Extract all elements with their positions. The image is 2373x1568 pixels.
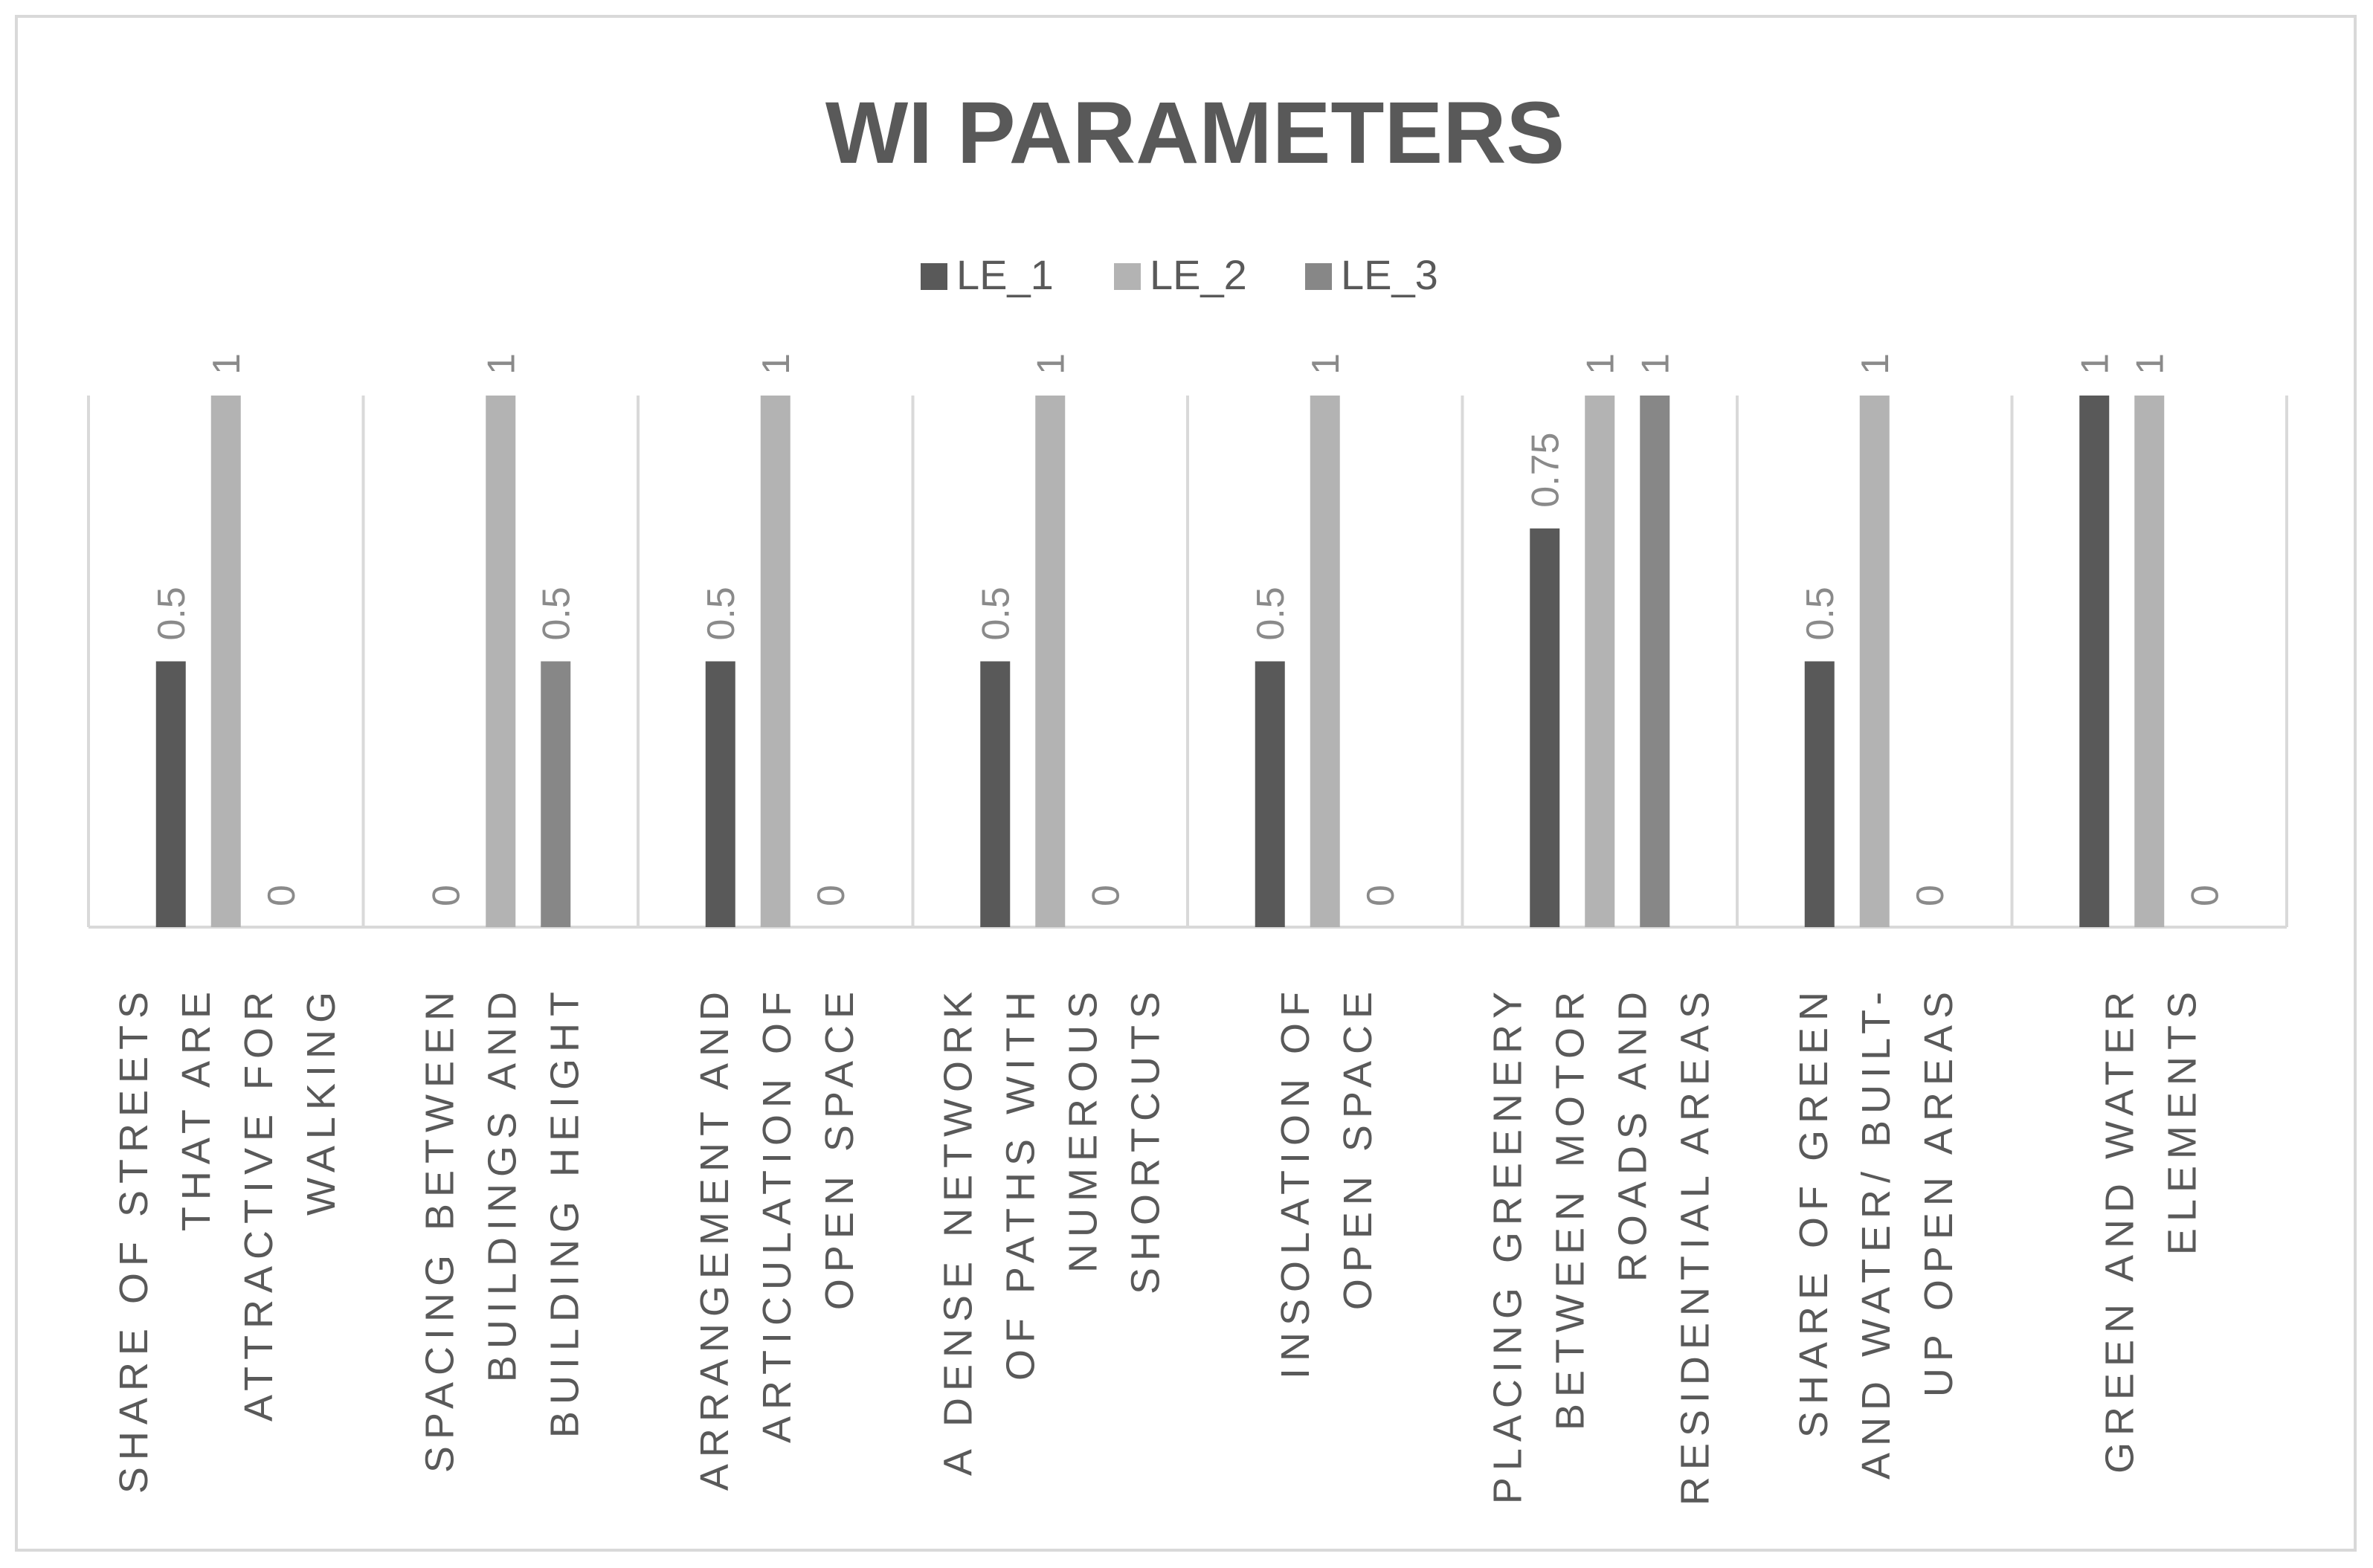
bar-le_2-5 xyxy=(1585,396,1615,927)
category-label-6: SHARE OF GREEN AND WATER/ BUILT- UP OPEN A… xyxy=(1791,985,1961,1480)
bar-le_2-7 xyxy=(2134,396,2165,927)
data-label-le_1-5: 0.75 xyxy=(1524,433,1567,508)
data-label-le_1-3: 0.5 xyxy=(974,587,1017,640)
category-label-line: OF PATHS WITH xyxy=(998,985,1043,1381)
category-label-line: ROADS AND xyxy=(1610,985,1655,1282)
legend-swatch-le_2 xyxy=(1114,263,1141,290)
data-label-le_1-6: 0.5 xyxy=(1799,587,1842,640)
data-label-le_2-5: 1 xyxy=(1579,353,1622,375)
data-label-le_1-4: 0.5 xyxy=(1249,587,1292,640)
category-label-line: WALKING xyxy=(299,985,344,1216)
bar-le_1-2 xyxy=(705,661,735,927)
bar-le_1-7 xyxy=(2079,396,2110,927)
bar-le_2-0 xyxy=(210,396,241,927)
data-label-le_2-4: 1 xyxy=(1304,353,1348,375)
data-label-le_3-6: 0 xyxy=(1909,885,1952,906)
category-label-line: SHARE OF STREETS xyxy=(112,985,156,1494)
category-label-line: SPACING BETWEEN xyxy=(417,985,462,1473)
legend-label-le_1: LE_1 xyxy=(956,251,1054,298)
data-label-le_3-7: 0 xyxy=(2183,885,2227,906)
category-label-line: GREEN AND WATER xyxy=(2097,985,2142,1474)
data-label-le_2-1: 1 xyxy=(480,353,523,375)
category-label-line: BETWEEN MOTOR xyxy=(1548,985,1592,1430)
chart-area: WI PARAMETERS LE_1 LE_2 LE_3 0.5 1 0 0 1 0.5 0.5… xyxy=(15,15,2357,1552)
bar-le_3-5 xyxy=(1640,396,1670,927)
category-label-0: SHARE OF STREETS THAT ARE ATTRACTIVE FOR WA… xyxy=(112,985,344,1494)
bar-le_1-4 xyxy=(1255,661,1285,927)
data-label-le_1-2: 0.5 xyxy=(700,587,743,640)
category-label-7: GREEN AND WATER ELEMENTS xyxy=(2097,985,2204,1474)
legend-swatch-le_3 xyxy=(1305,263,1332,290)
bar-le_1-6 xyxy=(1804,661,1835,927)
category-label-3: A DENSE NETWORK OF PATHS WITH NUMEROUS SHOR… xyxy=(936,985,1168,1476)
data-label-le_1-0: 0.5 xyxy=(150,587,193,640)
data-label-le_3-4: 0 xyxy=(1359,885,1403,906)
legend-label-le_2: LE_2 xyxy=(1150,251,1247,298)
category-label-line: BUILDING HEIGHT xyxy=(542,985,587,1438)
bar-le_2-1 xyxy=(486,396,516,927)
bar-le_1-5 xyxy=(1530,528,1560,927)
bar-le_2-4 xyxy=(1310,396,1340,927)
bar-le_1-3 xyxy=(980,661,1011,927)
category-label-line: ARRANGEMENT AND xyxy=(692,985,737,1491)
category-label-2: ARRANGEMENT AND ARTICULATION OF OPEN SPACE xyxy=(692,985,862,1491)
category-label-line: AND WATER/ BUILT- xyxy=(1854,985,1899,1480)
category-label-5: PLACING GREENERY BETWEEN MOTOR ROADS AND RE… xyxy=(1485,985,1717,1506)
grid-lines xyxy=(87,396,2288,929)
category-label-line: ARTICULATION OF xyxy=(755,985,799,1443)
category-label-line: UP OPEN AREAS xyxy=(1916,985,1961,1397)
category-label-line: ELEMENTS xyxy=(2160,985,2204,1255)
chart-title: WI PARAMETERS xyxy=(825,84,1565,182)
data-label-le_3-1: 0.5 xyxy=(535,587,578,640)
data-label-le_1-1: 0 xyxy=(425,885,468,906)
data-label-le_2-2: 1 xyxy=(755,353,798,375)
data-label-le_3-0: 0 xyxy=(260,885,303,906)
category-label-line: BUILDINGS AND xyxy=(480,985,524,1382)
category-label-line: RESIDENTIAL AREAS xyxy=(1672,985,1717,1506)
data-label-le_1-7: 1 xyxy=(2073,353,2116,375)
category-labels: SHARE OF STREETS THAT ARE ATTRACTIVE FOR WA… xyxy=(112,985,2205,1506)
category-label-line: ATTRACTIVE FOR xyxy=(236,985,281,1422)
bar-le_1-0 xyxy=(155,661,186,927)
category-label-1: SPACING BETWEEN BUILDINGS AND BUILDING HEI… xyxy=(417,985,587,1473)
category-label-line: SHARE OF GREEN xyxy=(1791,985,1836,1438)
legend: LE_1 LE_2 LE_3 xyxy=(921,251,1438,298)
bar-le_3-1 xyxy=(541,661,571,927)
data-label-le_3-3: 0 xyxy=(1084,885,1127,906)
category-label-line: INSOLATION OF xyxy=(1273,985,1318,1379)
category-label-line: PLACING GREENERY xyxy=(1485,985,1530,1504)
data-label-le_2-7: 1 xyxy=(2128,353,2171,375)
data-label-le_2-3: 1 xyxy=(1029,353,1072,375)
data-label-le_2-6: 1 xyxy=(1854,353,1897,375)
category-label-line: NUMEROUS xyxy=(1060,985,1105,1273)
category-label-line: OPEN SPACE xyxy=(817,985,862,1310)
legend-swatch-le_1 xyxy=(921,263,947,290)
bar-le_2-2 xyxy=(760,396,791,927)
legend-label-le_3: LE_3 xyxy=(1341,251,1438,298)
bar-le_2-6 xyxy=(1859,396,1890,927)
bars xyxy=(155,396,2165,927)
category-label-line: A DENSE NETWORK xyxy=(936,985,980,1476)
category-label-line: OPEN SPACE xyxy=(1336,985,1380,1310)
bar-chart: WI PARAMETERS LE_1 LE_2 LE_3 0.5 1 0 0 1 0.5 0.5… xyxy=(87,84,2288,1506)
bar-le_2-3 xyxy=(1035,396,1066,927)
category-label-4: INSOLATION OF OPEN SPACE xyxy=(1273,985,1380,1379)
category-label-line: SHORTCUTS xyxy=(1123,985,1168,1294)
data-label-le_2-0: 1 xyxy=(205,353,248,375)
category-label-line: THAT ARE xyxy=(174,985,219,1231)
data-label-le_3-5: 1 xyxy=(1634,353,1677,375)
data-label-le_3-2: 0 xyxy=(810,885,853,906)
